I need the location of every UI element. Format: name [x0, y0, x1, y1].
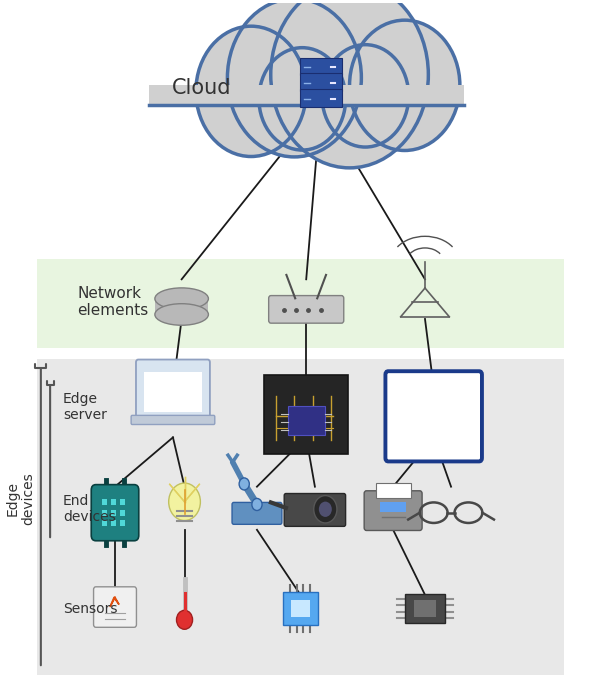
Circle shape [239, 478, 250, 490]
Circle shape [176, 611, 192, 629]
Circle shape [314, 495, 337, 523]
Circle shape [322, 45, 409, 147]
FancyBboxPatch shape [300, 73, 342, 91]
Circle shape [196, 26, 306, 157]
FancyBboxPatch shape [405, 594, 445, 623]
Text: Network
elements: Network elements [77, 286, 149, 318]
FancyBboxPatch shape [37, 359, 564, 675]
FancyBboxPatch shape [149, 86, 464, 105]
FancyBboxPatch shape [131, 415, 215, 424]
FancyBboxPatch shape [291, 600, 310, 617]
FancyBboxPatch shape [376, 482, 411, 497]
FancyBboxPatch shape [364, 491, 422, 531]
FancyBboxPatch shape [268, 295, 344, 323]
Text: Cloud: Cloud [172, 79, 232, 99]
FancyBboxPatch shape [232, 502, 282, 524]
FancyBboxPatch shape [120, 520, 125, 526]
FancyBboxPatch shape [102, 520, 107, 526]
FancyBboxPatch shape [264, 375, 348, 454]
FancyBboxPatch shape [94, 586, 136, 627]
FancyBboxPatch shape [145, 371, 202, 413]
FancyBboxPatch shape [111, 520, 116, 526]
Text: End
devices: End devices [63, 494, 116, 524]
Circle shape [271, 0, 428, 168]
Ellipse shape [155, 288, 208, 309]
FancyBboxPatch shape [284, 493, 346, 526]
Text: Sensors: Sensors [63, 602, 117, 615]
FancyBboxPatch shape [120, 509, 125, 516]
Text: Edge
server: Edge server [63, 391, 107, 422]
FancyBboxPatch shape [120, 499, 125, 506]
FancyBboxPatch shape [102, 499, 107, 506]
Text: Edge
devices: Edge devices [5, 473, 35, 525]
Circle shape [349, 20, 460, 150]
FancyBboxPatch shape [300, 89, 342, 107]
FancyBboxPatch shape [300, 57, 342, 75]
FancyBboxPatch shape [155, 299, 208, 315]
FancyBboxPatch shape [37, 259, 564, 348]
Circle shape [252, 498, 262, 511]
Circle shape [319, 502, 332, 517]
Ellipse shape [155, 304, 208, 325]
FancyBboxPatch shape [385, 371, 482, 462]
Circle shape [227, 0, 361, 157]
FancyBboxPatch shape [136, 359, 210, 420]
FancyBboxPatch shape [111, 499, 116, 506]
FancyBboxPatch shape [414, 600, 435, 617]
FancyBboxPatch shape [102, 509, 107, 516]
Circle shape [259, 48, 346, 150]
FancyBboxPatch shape [91, 484, 139, 541]
FancyBboxPatch shape [283, 593, 318, 624]
FancyBboxPatch shape [288, 406, 325, 435]
FancyBboxPatch shape [111, 509, 116, 516]
FancyBboxPatch shape [381, 502, 406, 512]
Circle shape [169, 483, 201, 520]
